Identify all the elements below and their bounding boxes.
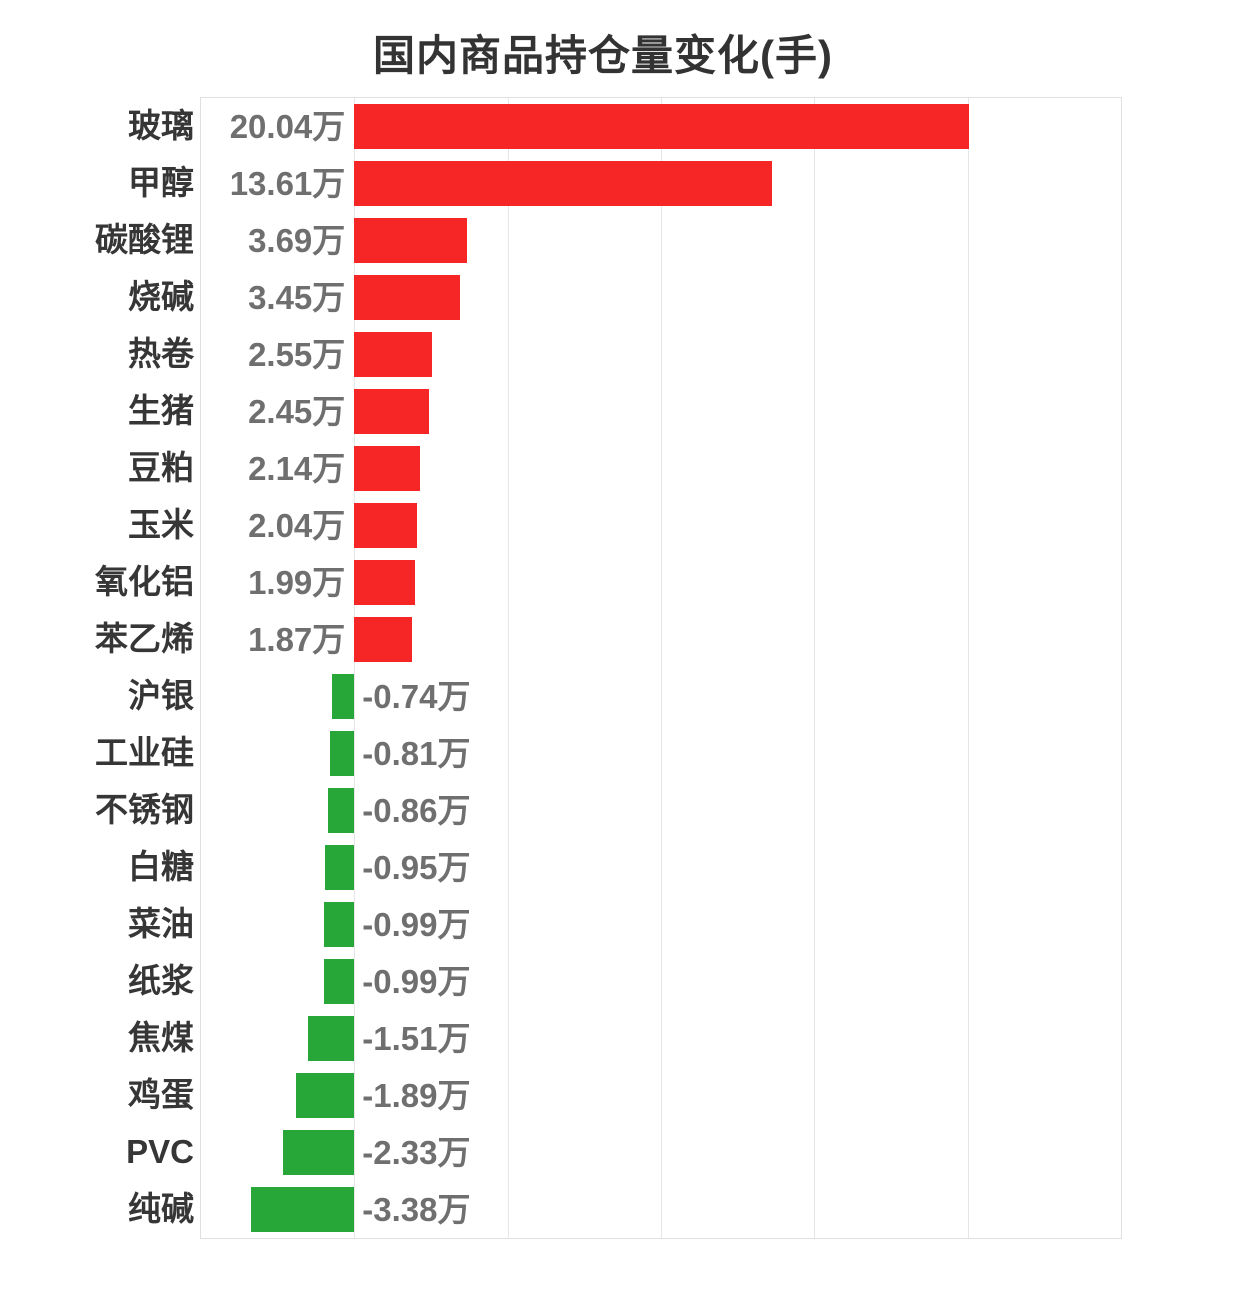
value-label: 13.61万 xyxy=(229,165,346,202)
category-label: PVC xyxy=(126,1133,194,1170)
bar xyxy=(328,788,355,833)
value-label: 3.45万 xyxy=(248,279,346,316)
value-label: -0.99万 xyxy=(362,906,471,943)
value-label: 1.99万 xyxy=(248,564,346,601)
value-label: 1.87万 xyxy=(248,621,346,658)
bar xyxy=(354,275,461,320)
bar xyxy=(250,1187,355,1232)
category-label: 玉米 xyxy=(128,506,194,543)
category-label: 热卷 xyxy=(128,335,194,372)
gridline xyxy=(354,98,356,1238)
category-label: 工业硅 xyxy=(95,734,194,771)
bar xyxy=(354,503,417,548)
category-label: 碳酸锂 xyxy=(95,221,194,258)
gridline xyxy=(967,98,969,1238)
value-label: 2.55万 xyxy=(248,336,346,373)
bar xyxy=(354,161,772,206)
bar xyxy=(354,617,412,662)
bar xyxy=(354,218,468,263)
category-label: 菜油 xyxy=(128,905,194,942)
bar xyxy=(354,332,433,377)
bar xyxy=(354,560,416,605)
gridline xyxy=(814,98,816,1238)
value-label: -1.51万 xyxy=(362,1020,471,1057)
bar xyxy=(324,902,355,947)
value-label: -0.81万 xyxy=(362,735,471,772)
category-label: 沪银 xyxy=(128,677,194,714)
category-label: 苯乙烯 xyxy=(95,620,194,657)
bar xyxy=(325,845,355,890)
bar xyxy=(308,1016,355,1061)
bar xyxy=(324,959,355,1004)
bar xyxy=(331,674,355,719)
bar xyxy=(354,104,969,149)
category-label: 纸浆 xyxy=(128,962,194,999)
category-label: 烧碱 xyxy=(128,278,194,315)
bar xyxy=(282,1130,355,1175)
value-label: 20.04万 xyxy=(229,108,346,145)
gridline xyxy=(507,98,509,1238)
category-label: 豆粕 xyxy=(128,449,194,486)
value-label: 2.04万 xyxy=(248,507,346,544)
category-label: 鸡蛋 xyxy=(128,1076,194,1113)
bar xyxy=(296,1073,355,1118)
gridline xyxy=(661,98,662,1238)
value-label: -1.89万 xyxy=(362,1077,471,1114)
category-label: 焦煤 xyxy=(128,1019,194,1056)
value-label: -3.38万 xyxy=(362,1191,471,1228)
value-label: 3.69万 xyxy=(248,222,346,259)
bar xyxy=(354,389,430,434)
category-label: 不锈钢 xyxy=(95,791,194,828)
category-label: 氧化铝 xyxy=(95,563,194,600)
bar xyxy=(329,731,355,776)
category-label: 白糖 xyxy=(128,848,194,885)
chart-title: 国内商品持仓量变化(手) xyxy=(373,32,833,79)
category-label: 甲醇 xyxy=(128,164,194,201)
category-label: 纯碱 xyxy=(128,1190,194,1227)
plot-area: 20.04万 13.61万 3.69万 3.45万 2.55万 2.45万 2.14万 2.0… xyxy=(200,97,1122,1239)
value-label: -0.99万 xyxy=(362,963,471,1000)
value-label: 2.45万 xyxy=(248,393,346,430)
bar xyxy=(354,446,420,491)
category-axis: 玻璃甲醇碳酸锂烧碱热卷生猪豆粕玉米氧化铝苯乙烯沪银工业硅不锈钢白糖菜油纸浆焦煤鸡… xyxy=(0,97,194,1239)
value-label: 2.14万 xyxy=(248,450,346,487)
category-label: 玻璃 xyxy=(128,107,194,144)
value-label: -0.86万 xyxy=(362,792,471,829)
value-label: -2.33万 xyxy=(362,1134,471,1171)
value-label: -0.74万 xyxy=(362,678,471,715)
value-label: -0.95万 xyxy=(362,849,471,886)
category-label: 生猪 xyxy=(128,392,194,429)
